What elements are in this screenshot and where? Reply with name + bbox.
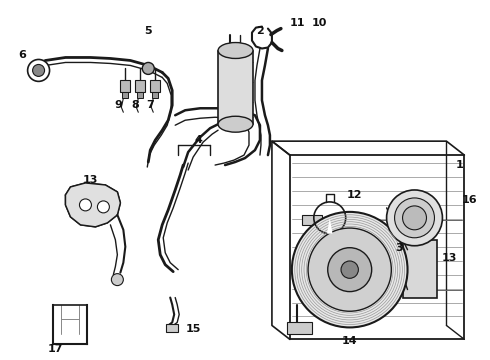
Text: 13: 13	[83, 175, 98, 185]
Text: 12: 12	[347, 190, 363, 200]
Bar	[137, 92, 143, 98]
Circle shape	[341, 261, 358, 278]
Bar	[218, 50, 253, 124]
Text: 13: 13	[441, 253, 457, 263]
Bar	[302, 215, 322, 225]
Bar	[287, 323, 312, 334]
Circle shape	[98, 201, 109, 213]
Bar	[290, 155, 465, 339]
Text: 8: 8	[131, 100, 139, 110]
Circle shape	[387, 190, 442, 246]
Bar	[150, 80, 160, 92]
Text: 10: 10	[312, 18, 327, 28]
Text: 15: 15	[185, 324, 201, 334]
Circle shape	[111, 274, 123, 285]
Text: 7: 7	[147, 100, 154, 110]
Ellipse shape	[218, 116, 253, 132]
Circle shape	[328, 248, 372, 292]
Circle shape	[394, 198, 435, 238]
Bar	[152, 92, 158, 98]
Circle shape	[33, 64, 45, 76]
Text: 9: 9	[115, 100, 122, 110]
Circle shape	[27, 59, 49, 81]
Text: 1: 1	[456, 160, 463, 170]
Circle shape	[79, 199, 92, 211]
Polygon shape	[66, 183, 121, 227]
Bar	[166, 324, 178, 332]
Text: 6: 6	[19, 50, 26, 60]
Text: 5: 5	[145, 26, 152, 36]
Bar	[135, 80, 145, 92]
Text: 17: 17	[48, 345, 63, 354]
Text: 3: 3	[396, 243, 403, 253]
Circle shape	[292, 212, 408, 328]
Bar	[122, 92, 128, 98]
Text: 16: 16	[462, 195, 477, 205]
Bar	[302, 285, 322, 294]
Circle shape	[403, 206, 426, 230]
Text: 4: 4	[194, 135, 202, 145]
Circle shape	[308, 228, 392, 311]
Text: 2: 2	[256, 26, 264, 36]
Circle shape	[142, 62, 154, 75]
Wedge shape	[327, 218, 333, 234]
Ellipse shape	[218, 42, 253, 58]
Bar	[121, 80, 130, 92]
Text: 11: 11	[290, 18, 306, 28]
Bar	[403, 240, 438, 298]
Text: 14: 14	[342, 336, 358, 346]
